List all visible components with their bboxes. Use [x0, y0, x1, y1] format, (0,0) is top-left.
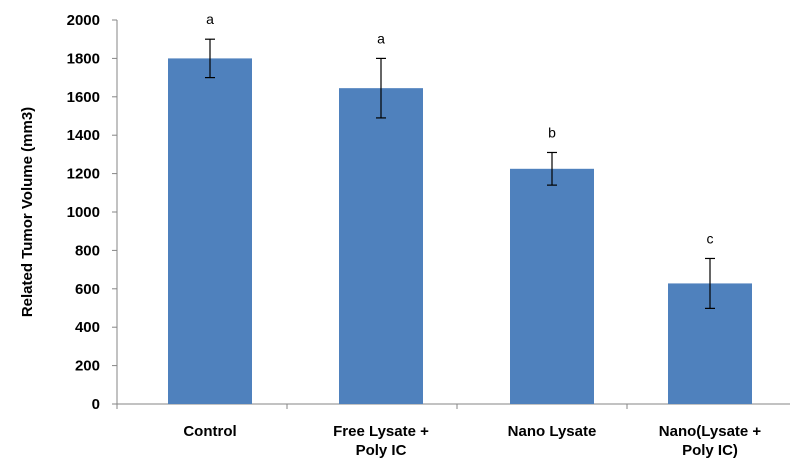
category-label: Free Lysate + Poly IC [333, 423, 429, 459]
y-tick-label: 600 [75, 281, 100, 298]
category-label: Control [183, 423, 236, 440]
y-tick-label: 1200 [67, 166, 100, 183]
error-bars [205, 38, 715, 309]
y-tick-label: 1600 [67, 89, 100, 106]
x-axis-ticks [116, 404, 628, 409]
bars [168, 58, 752, 405]
y-tick-label: 400 [75, 319, 100, 336]
category-label: Nano(Lysate + Poly IC) [659, 423, 762, 459]
significance-label: a [206, 11, 214, 27]
y-tick-label: 1400 [67, 127, 100, 144]
y-tick-label: 0 [92, 396, 100, 413]
y-tick-label: 1800 [67, 50, 100, 67]
bar [168, 58, 252, 405]
significance-label: b [548, 124, 556, 140]
y-axis-ticks: 0 200 400 600 800 1000 1200 1400 1600 1800 2000 [67, 12, 117, 413]
significance-labels: a a b c [206, 11, 713, 246]
y-tick-label: 1000 [67, 204, 100, 221]
category-label: Nano Lysate [508, 423, 597, 440]
y-tick-label: 2000 [67, 12, 100, 29]
bar [510, 168, 594, 404]
y-axis-title: Related Tumor Volume (mm3) [19, 107, 36, 317]
significance-label: a [377, 30, 385, 46]
y-axis-title-group: Related Tumor Volume (mm3) [19, 107, 36, 317]
significance-label: c [707, 230, 714, 246]
y-tick-label: 200 [75, 358, 100, 375]
y-tick-label: 800 [75, 242, 100, 259]
bar [339, 88, 423, 404]
x-axis-labels: Control Free Lysate + Poly IC Nano Lysate Na… [183, 423, 761, 459]
